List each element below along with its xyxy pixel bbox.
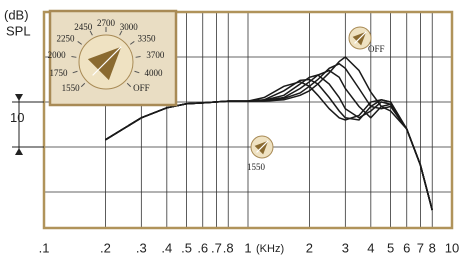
x-label: (KHz) — [256, 243, 284, 255]
x-tick-label: .7 — [211, 240, 222, 255]
x-tick-label: 4 — [367, 240, 374, 255]
x-tick-label: 1 — [244, 240, 251, 255]
knob-label: 1550 — [247, 162, 266, 172]
dial-label: 1550 — [62, 83, 81, 93]
x-tick-label: 10 — [445, 240, 459, 255]
x-tick-label: .2 — [100, 240, 111, 255]
x-tick-label: .6 — [197, 240, 208, 255]
dial-label: 2450 — [74, 22, 93, 32]
x-tick-label: 7 — [417, 240, 424, 255]
scale-arrow — [15, 94, 23, 101]
dial-label: 2250 — [57, 34, 76, 44]
dial-label: 4000 — [145, 68, 164, 78]
x-tick-label: .4 — [161, 240, 172, 255]
dial-label: 3000 — [120, 22, 139, 32]
dial-label: 3350 — [137, 34, 156, 44]
dial-label: 2700 — [97, 18, 116, 28]
chart: (dB) SPL .1 .2 .3 .4 .5 .6.7.8 1 (KHz) 2 3 45678 10… — [0, 0, 463, 260]
x-tick-label: 3 — [342, 240, 349, 255]
x-tick-label: .8 — [223, 240, 234, 255]
dial-label: 2000 — [48, 50, 67, 60]
x-tick-label: 5 — [387, 240, 394, 255]
scale-arrow — [15, 148, 23, 155]
x-tick-label: .3 — [136, 240, 147, 255]
x-tick-label: 8 — [429, 240, 436, 255]
y-label: (dB) — [4, 7, 29, 22]
x-tick-label: 2 — [306, 240, 313, 255]
dial-label: 1750 — [49, 68, 68, 78]
x-tick-label: .1 — [39, 240, 50, 255]
y-label: SPL — [6, 23, 31, 38]
dial-label: 3700 — [146, 50, 165, 60]
page: (dB) SPL .1 .2 .3 .4 .5 .6.7.8 1 (KHz) 2 3 45678 10… — [0, 0, 463, 260]
scale-label: 10 — [10, 110, 24, 125]
knob-label: OFF — [368, 44, 385, 54]
x-tick-label: 6 — [403, 240, 410, 255]
dial-label: OFF — [133, 83, 150, 93]
x-tick-label: .5 — [181, 240, 192, 255]
